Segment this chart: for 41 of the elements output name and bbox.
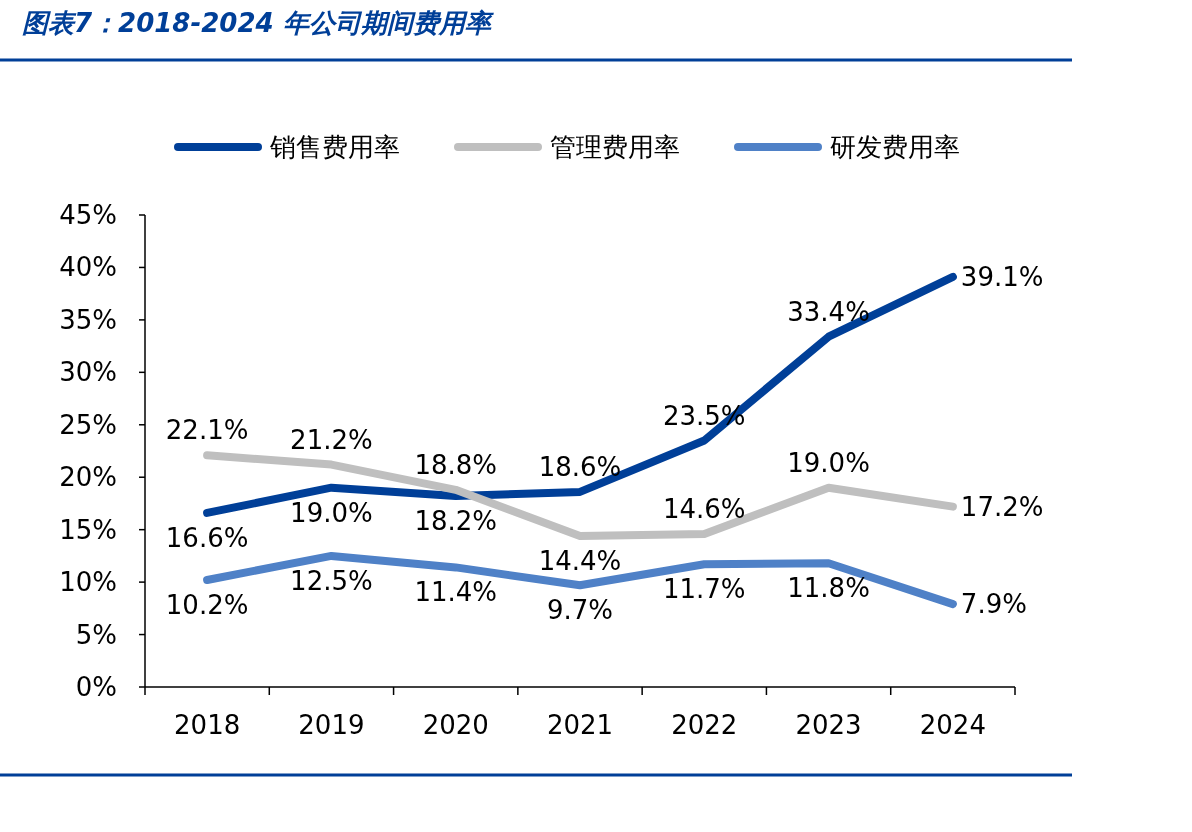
chart-title: 图表7：2018-2024 年公司期间费用率 — [22, 8, 494, 38]
data-label: 19.0% — [787, 447, 870, 478]
x-tick-label: 2019 — [298, 710, 365, 740]
x-tick-label: 2018 — [174, 710, 241, 740]
data-label: 22.1% — [165, 415, 249, 446]
data-label: 21.2% — [290, 424, 373, 455]
data-label: 12.5% — [290, 565, 373, 596]
x-tick-label: 2021 — [546, 710, 614, 740]
data-label: 39.1% — [960, 261, 1044, 292]
y-tick-label: 35% — [59, 304, 117, 335]
legend-label: 研发费用率 — [830, 132, 960, 162]
data-label: 14.6% — [662, 493, 746, 524]
y-tick-label: 30% — [59, 357, 117, 388]
legend-label: 销售费用率 — [269, 132, 400, 162]
y-tick-label: 40% — [59, 252, 117, 283]
data-label: 19.0% — [290, 497, 373, 528]
x-tick-label: 2024 — [919, 710, 986, 740]
data-label: 18.8% — [414, 449, 498, 480]
y-tick-label: 0% — [75, 672, 117, 702]
data-label: 14.4% — [538, 545, 622, 576]
data-label: 7.9% — [960, 589, 1027, 620]
y-tick-label: 5% — [75, 619, 117, 650]
data-label: 17.2% — [960, 491, 1044, 522]
y-tick-label: 45% — [59, 200, 117, 230]
data-label: 11.8% — [787, 573, 870, 604]
x-tick-label: 2022 — [671, 710, 738, 740]
data-label: 18.6% — [538, 451, 622, 482]
x-tick-label: 2020 — [422, 710, 489, 740]
data-label: 11.7% — [662, 574, 746, 605]
y-tick-label: 10% — [59, 567, 117, 598]
data-label: 33.4% — [787, 296, 870, 327]
legend-label: 管理费用率 — [550, 132, 680, 162]
data-label: 11.4% — [414, 577, 498, 608]
data-label: 9.7% — [546, 595, 614, 626]
data-label: 16.6% — [165, 522, 249, 553]
y-tick-label: 15% — [59, 514, 117, 545]
data-label: 10.2% — [165, 590, 249, 621]
data-label: 18.2% — [414, 506, 498, 537]
y-tick-label: 20% — [59, 462, 117, 493]
x-tick-label: 2023 — [795, 710, 862, 740]
y-tick-label: 25% — [59, 409, 117, 440]
